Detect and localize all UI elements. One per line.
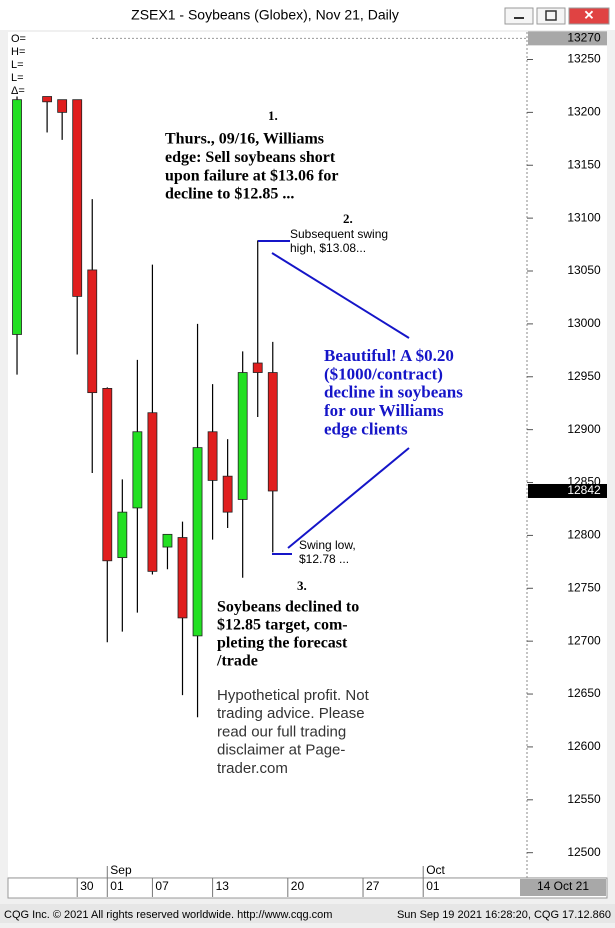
y-tick-label: 13250 [567, 52, 601, 66]
annotation-text: Hypothetical profit. Not [217, 687, 370, 704]
y-tick-label: 12900 [567, 422, 601, 436]
candle-body [117, 511, 128, 559]
candle-body [237, 372, 248, 500]
y-tick-label: 12650 [567, 686, 601, 700]
status-bar [0, 904, 615, 923]
y-tick-label: 12700 [567, 633, 601, 647]
last-price-box [528, 483, 607, 498]
x-tick-label: 20 [291, 879, 305, 893]
maximize-icon [545, 10, 557, 21]
price-axis [527, 32, 607, 877]
window-title: ZSEX1 - Soybeans (Globex), Nov 21, Daily [131, 7, 399, 23]
minimize-button[interactable] [504, 7, 534, 25]
annotation-text: $12.78 ... [299, 552, 349, 566]
y-tick-label: 13150 [567, 157, 601, 171]
x-tick-label: 01 [110, 879, 124, 893]
y-tick-label: 12750 [567, 580, 601, 594]
candle-body [132, 431, 143, 509]
candle-body [207, 431, 218, 481]
footer-copyright: CQG Inc. © 2021 All rights reserved worl… [4, 909, 332, 921]
annotation-text: 2. [343, 211, 353, 226]
annotation-text: trader.com [217, 760, 288, 777]
annotation-text: edge: Sell soybeans short [165, 149, 336, 166]
last-price-label: 12842 [567, 483, 601, 497]
annotation-text: trading advice. Please [217, 705, 365, 722]
y-tick-label: 12950 [567, 369, 601, 383]
x-tick-label: 27 [366, 879, 380, 893]
maximize-button[interactable] [536, 7, 566, 25]
annotation-text: $12.85 target, com- [217, 617, 348, 634]
candle-body [12, 99, 22, 335]
month-label: Sep [110, 863, 132, 877]
y-tick-label: 12500 [567, 845, 601, 859]
x-tick-label: 01 [426, 879, 440, 893]
candle-body [162, 533, 173, 548]
close-icon: ✕ [584, 7, 595, 22]
y-tick-label: 13000 [567, 316, 601, 330]
close-button[interactable] [568, 7, 610, 25]
annotation-text: for our Williams [324, 401, 444, 420]
window-buttons[interactable]: ✕ [504, 7, 610, 25]
arrow-line [287, 447, 410, 549]
annotation-text: decline to $12.85 ... [165, 186, 294, 203]
header-field: H= [11, 46, 25, 58]
x-tick-label: 13 [216, 879, 230, 893]
plot-content [12, 37, 527, 718]
annotation-text: Soybeans declined to [217, 599, 359, 616]
annotation-text: Subsequent swing [290, 227, 388, 241]
header-field: O= [11, 33, 26, 45]
y-tick-label: 12600 [567, 739, 601, 753]
annotation-text: ($1000/contract) [324, 364, 443, 383]
top-price-box [528, 31, 607, 46]
candle-body [57, 99, 68, 113]
plot-area [8, 32, 527, 877]
header-field: L= [11, 59, 24, 71]
y-tick-label: 13050 [567, 263, 601, 277]
header-field: Δ= [11, 85, 25, 97]
candle-body [102, 388, 113, 562]
annotation-text: Beautiful! A $0.20 [324, 346, 454, 365]
annotation-text: /trade [216, 653, 258, 670]
candle-body [222, 475, 233, 513]
candle-body [42, 96, 53, 103]
annotation-text: edge clients [324, 420, 408, 439]
candle-body [72, 99, 83, 297]
candle-body [267, 372, 278, 492]
annotation-text: 3. [297, 578, 307, 593]
end-date-label: 14 Oct 21 [537, 879, 589, 893]
candle-body [147, 412, 158, 572]
annotation-text: upon failure at $13.06 for [165, 167, 338, 184]
candle-body [177, 537, 188, 619]
header-field: L= [11, 72, 24, 84]
footer-timestamp: Sun Sep 19 2021 16:28:20, CQG 17.12.860 [397, 909, 611, 921]
month-label: Oct [426, 863, 445, 877]
annotation-text: decline in soybeans [324, 383, 463, 402]
y-tick-label: 13200 [567, 105, 601, 119]
y-tick-label: 12550 [567, 792, 601, 806]
y-tick-label: 12800 [567, 528, 601, 542]
top-price-label: 13270 [567, 31, 601, 45]
y-tick-label: 13100 [567, 210, 601, 224]
date-axis [7, 877, 608, 899]
candle-body [87, 269, 98, 394]
annotation-text: pleting the forecast [217, 635, 348, 652]
arrow-line [271, 252, 410, 339]
annotation-text: Thurs., 09/16, Williams [165, 131, 324, 148]
annotation-text: Swing low, [299, 538, 356, 552]
annotation-text: 1. [268, 108, 278, 123]
candle-body [192, 447, 203, 637]
annotation-text: high, $13.08... [290, 241, 366, 255]
end-date-box [520, 879, 606, 896]
x-tick-label: 30 [80, 879, 94, 893]
annotation-text: read our full trading [217, 723, 346, 740]
x-tick-label: 07 [155, 879, 169, 893]
annotation-text: disclaimer at Page- [217, 742, 345, 759]
candle-body [252, 362, 263, 373]
